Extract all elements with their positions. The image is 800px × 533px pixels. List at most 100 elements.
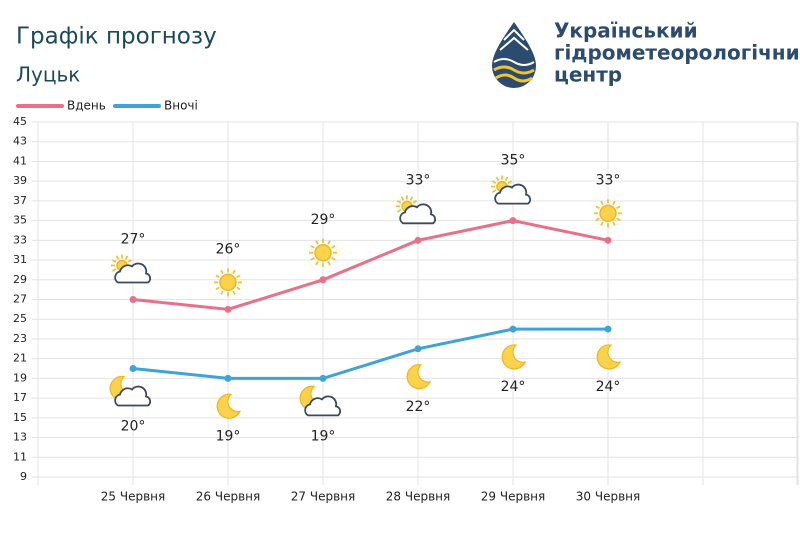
sun-ray (331, 244, 336, 249)
cloud-icon (114, 262, 151, 284)
data-point (604, 236, 612, 244)
data-label: 22° (406, 399, 431, 415)
chart-title: Графік прогнозу (16, 24, 217, 50)
sun-ray (400, 196, 405, 201)
sun-ray (127, 259, 132, 263)
series-line (132, 327, 608, 380)
sun-ray (124, 255, 129, 260)
sun-ray (315, 240, 319, 245)
sun-ray (220, 290, 224, 295)
sun-ray (315, 260, 319, 266)
y-tick-label: 33 (13, 233, 27, 246)
sun-ray (397, 209, 402, 213)
y-tick-label: 39 (13, 174, 27, 187)
sun-ray (397, 200, 402, 204)
data-point (414, 236, 422, 244)
sun-ray (492, 180, 497, 184)
x-tick-label: 28 Червня (386, 490, 450, 504)
logo-text: Український (554, 19, 698, 43)
y-tick-label: 43 (13, 135, 27, 148)
data-point (129, 296, 137, 303)
y-tick-label: 31 (13, 253, 27, 266)
data-label: 19° (311, 428, 336, 444)
sun-ray (220, 269, 224, 275)
sun-ray (236, 274, 241, 279)
data-point (129, 365, 137, 373)
data-point (224, 305, 232, 313)
data-label: 29° (311, 212, 336, 228)
data-label: 33° (406, 172, 431, 188)
sun-ray (504, 176, 509, 181)
x-tick-label: 25 Червня (101, 490, 165, 504)
sun-ray (115, 255, 120, 260)
y-tick-label: 41 (13, 154, 27, 167)
logo (492, 22, 536, 88)
sun-ray (112, 268, 117, 272)
chart-subtitle: Луцьк (16, 63, 80, 87)
data-point (509, 325, 517, 333)
sun-ray (232, 290, 236, 295)
x-tick-label: 29 Червня (481, 490, 545, 504)
data-label: 19° (216, 428, 241, 444)
data-point (224, 374, 232, 382)
data-label: 24° (501, 379, 526, 395)
data-point (319, 276, 327, 284)
y-tick-label: 35 (13, 214, 27, 227)
data-label: 35° (501, 153, 526, 169)
data-label: 27° (121, 232, 146, 248)
data-label: 20° (121, 419, 146, 435)
data-point (604, 325, 612, 333)
y-tick-label: 19 (13, 371, 27, 384)
sun-ray (595, 217, 600, 222)
sun-ray (232, 269, 236, 275)
y-tick-label: 15 (13, 411, 27, 424)
sun-ray (507, 180, 512, 184)
sun-ray (310, 256, 315, 261)
logo-text: гідрометеорологічний (554, 41, 800, 65)
sun-ray (412, 200, 417, 204)
y-tick-label: 29 (13, 273, 27, 286)
sun-ray (600, 221, 604, 226)
sun-ray (492, 189, 497, 193)
sun-ray (331, 256, 336, 261)
sun-ray (327, 240, 331, 245)
cloud-icon (399, 203, 436, 225)
data-label: 33° (596, 172, 621, 188)
sun-ray (236, 286, 241, 291)
moon-icon (216, 393, 242, 419)
sun-ray (616, 217, 621, 222)
data-label: 26° (216, 241, 241, 257)
data-point (414, 345, 422, 353)
moon-icon (501, 344, 527, 370)
cloud-icon (304, 395, 341, 417)
y-tick-label: 17 (13, 391, 27, 404)
cloud-icon (494, 183, 531, 205)
sun-icon (309, 238, 337, 267)
y-tick-label: 25 (13, 312, 27, 325)
sun-disc (219, 273, 237, 292)
y-tick-label: 21 (13, 352, 27, 365)
legend-label: Вночі (164, 99, 198, 113)
sun-ray (310, 244, 315, 249)
sun-icon (594, 199, 622, 228)
data-label: 24° (596, 379, 621, 395)
sun-ray (495, 176, 500, 181)
data-point (319, 374, 327, 382)
y-tick-label: 27 (13, 293, 27, 306)
sun-ray (612, 221, 616, 226)
y-tick-label: 45 (13, 115, 27, 128)
sun-ray (612, 200, 616, 206)
sun-ray (327, 260, 331, 266)
y-tick-label: 23 (13, 332, 27, 345)
sun-ray (409, 196, 414, 201)
sun-ray (600, 200, 604, 206)
logo-text: центр (554, 63, 622, 87)
sun-ray (215, 274, 220, 279)
sun-ray (595, 205, 600, 210)
sun-ray (215, 286, 220, 291)
legend-label: Вдень (67, 99, 106, 113)
data-point (509, 217, 517, 225)
cloud-icon (114, 385, 151, 407)
y-tick-label: 37 (13, 194, 27, 207)
